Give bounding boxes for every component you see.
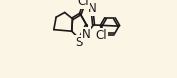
- Text: S: S: [75, 36, 82, 49]
- Text: Cl: Cl: [78, 0, 89, 8]
- Text: N: N: [88, 2, 97, 15]
- Text: N: N: [82, 28, 90, 41]
- Text: Cl: Cl: [95, 29, 107, 42]
